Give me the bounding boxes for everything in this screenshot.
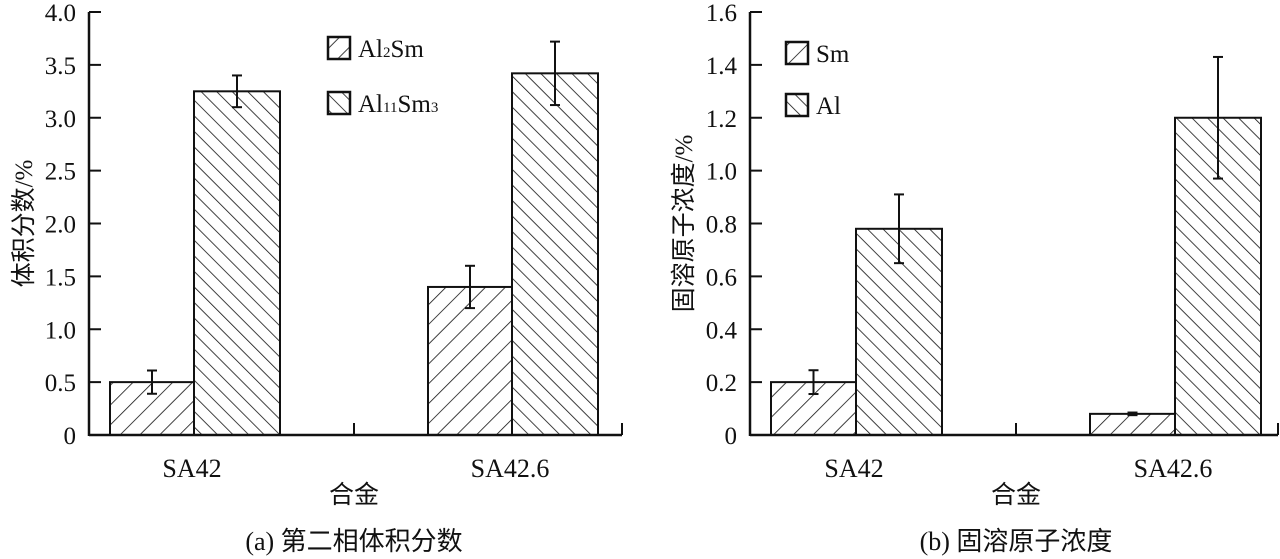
bar-Al2Sm-SA42.6 — [427, 285, 513, 437]
y-tick-label: 1.0 — [45, 317, 76, 344]
legend-text: Sm — [397, 91, 431, 118]
y-axis-label: 固溶原子浓度/% — [670, 135, 698, 313]
y-tick-label: 0 — [64, 423, 77, 450]
legend-item: Sm — [784, 40, 850, 68]
error-bar — [894, 193, 904, 265]
y-tick-label: 3.5 — [45, 53, 76, 80]
legend-item: Al11Sm3 — [326, 90, 438, 118]
legend-text: Sm — [816, 41, 850, 68]
legend-subscript: 2 — [383, 45, 391, 61]
y-tick-label: 1.4 — [706, 53, 738, 80]
legend-label: Al2Sm — [358, 36, 424, 63]
y-axis-label: 体积分数/% — [10, 160, 38, 288]
y-tick-label: 1.2 — [706, 106, 737, 133]
error-bar — [232, 74, 242, 109]
y-tick-label: 2.0 — [45, 212, 76, 239]
y-tick-label: 0.4 — [706, 317, 738, 344]
x-tick-label: SA42 — [162, 454, 221, 483]
x-axis-label: 合金 — [329, 481, 379, 509]
bar-Al11Sm3-SA42 — [193, 90, 281, 436]
bar-Al11Sm3-SA42.6 — [511, 72, 599, 437]
legend-swatch — [784, 92, 810, 118]
y-tick-label: 1.5 — [45, 264, 76, 291]
legend-text: Al — [816, 93, 841, 120]
y-tick-label: 1.6 — [706, 0, 737, 27]
chart-caption: (a) 第二相体积分数 — [245, 527, 462, 556]
x-axis-label: 合金 — [991, 481, 1041, 509]
error-bar — [550, 40, 560, 107]
error-bar — [1127, 411, 1138, 417]
y-tick-label: 2.5 — [45, 159, 76, 186]
y-tick-label: 0 — [725, 423, 738, 450]
error-bar — [147, 369, 157, 395]
legend-item: Al2Sm — [326, 35, 424, 63]
x-tick-label: SA42 — [824, 454, 883, 483]
y-tick-label: 1.0 — [706, 159, 737, 186]
y-tick-label: 0.8 — [706, 212, 737, 239]
chart-caption: (b) 固溶原子浓度 — [920, 527, 1113, 556]
legend-label: Al — [816, 93, 841, 120]
x-tick-label: SA42.6 — [1134, 454, 1213, 483]
chart-b: 0 0.2 0.4 0.6 0.8 1.0 1.2 1.4 1.6 SA42 SA42.6 合金 固溶原… — [670, 0, 1279, 556]
legend-subscript: 11 — [383, 100, 397, 116]
error-bar — [808, 369, 819, 396]
error-bar — [465, 264, 475, 310]
y-tick-label: 0.6 — [706, 264, 737, 291]
bar-Sm-SA42.6 — [1089, 412, 1176, 437]
legend-item: Al — [784, 92, 841, 120]
legend-label: Sm — [816, 41, 850, 68]
y-tick-label: 0.5 — [45, 370, 76, 397]
y-tick-label: 3.0 — [45, 106, 76, 133]
legend-swatch — [326, 35, 352, 61]
chart-a: 0 0.5 1.0 1.5 2.0 2.5 3.0 3.5 4.0 SA42 SA42.6 合金 体积分… — [10, 0, 623, 556]
legend-text: Al — [358, 36, 383, 63]
y-tick-label: 4.0 — [45, 0, 76, 27]
legend-text: Al — [358, 91, 383, 118]
legend-subscript: 3 — [431, 100, 439, 116]
legend-swatch — [784, 40, 810, 66]
legend-label: Al11Sm3 — [358, 91, 438, 118]
error-bar — [1213, 55, 1223, 180]
x-tick-label: SA42.6 — [471, 454, 550, 483]
legend-text: Sm — [391, 36, 425, 63]
legend-swatch — [326, 90, 352, 116]
y-tick-label: 0.2 — [706, 370, 737, 397]
